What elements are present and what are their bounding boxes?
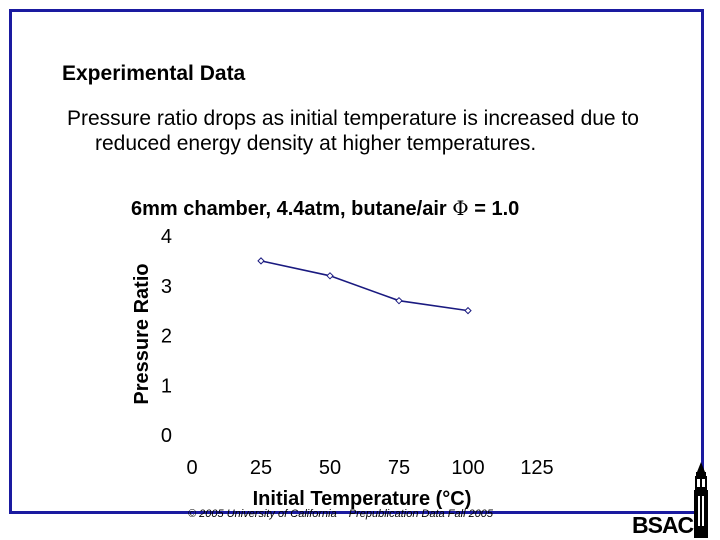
y-tick-label: 0: [161, 425, 172, 447]
copyright-text: © 2005 University of California: [188, 508, 337, 520]
y-tick-label: 3: [161, 276, 172, 298]
slide-bullet-text: Pressure ratio drops as initial temperat…: [67, 107, 639, 155]
data-point-marker: [257, 257, 265, 265]
chart-title: 6mm chamber, 4.4atm, butane/air Φ = 1.0: [131, 196, 519, 221]
y-tick-labels: 0 1 2 3 4: [161, 226, 172, 447]
x-tick-labels: 0 25 50 75 100 125: [186, 457, 553, 479]
phi-symbol: Φ: [452, 196, 469, 220]
y-axis-label: Pressure Ratio: [131, 263, 153, 404]
x-tick-label: 125: [520, 457, 553, 479]
campanile-tower-icon: [694, 462, 708, 538]
footer: © 2005 University of California Prepublic…: [188, 508, 505, 520]
chart-title-suffix: = 1.0: [474, 198, 520, 220]
x-tick-label: 50: [319, 457, 341, 479]
y-tick-label: 2: [161, 326, 172, 348]
data-point-marker: [464, 306, 472, 315]
data-point-marker: [395, 296, 403, 305]
publication-note: Prepublication Data Fall 2005: [348, 508, 494, 520]
x-tick-label: 100: [451, 457, 484, 479]
x-tick-label: 75: [388, 457, 410, 479]
data-point-marker: [326, 272, 334, 280]
slide-frame: [9, 9, 704, 514]
chart-title-prefix: 6mm chamber, 4.4atm, butane/air: [131, 198, 447, 220]
x-tick-label: 0: [186, 457, 197, 479]
bsac-logo: BSAC: [632, 512, 694, 538]
x-tick-label: 25: [250, 457, 272, 479]
y-tick-label: 4: [161, 226, 172, 248]
series-markers: [257, 257, 472, 315]
slide-heading: Experimental Data: [62, 62, 246, 85]
x-axis-label: Initial Temperature (°C): [253, 488, 472, 510]
y-tick-label: 1: [161, 375, 172, 397]
series-line: [260, 260, 469, 312]
